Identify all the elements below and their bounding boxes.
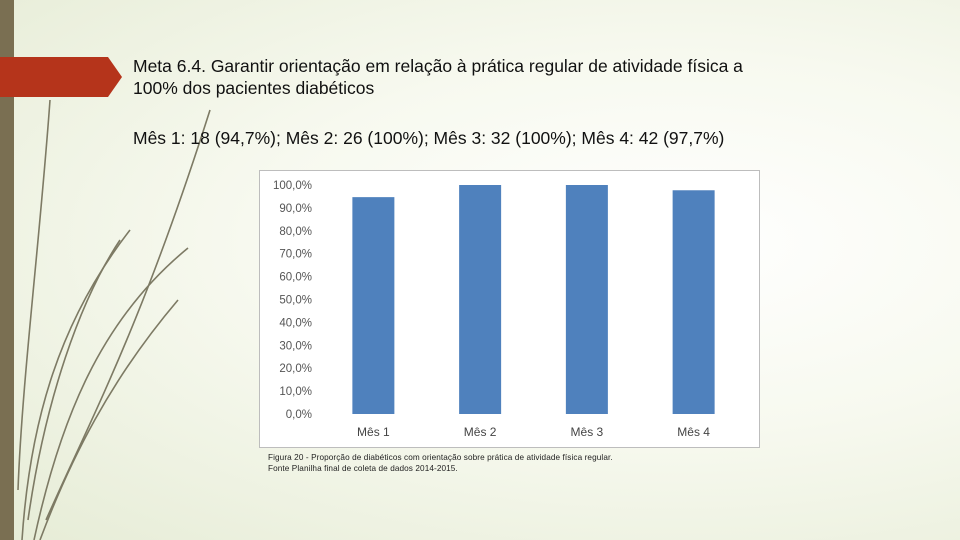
accent-arrow-tab bbox=[0, 57, 122, 97]
monthly-results-text: Mês 1: 18 (94,7%); Mês 2: 26 (100%); Mês… bbox=[133, 128, 725, 148]
y-tick-label: 0,0% bbox=[286, 409, 312, 421]
bar-1 bbox=[352, 197, 395, 414]
left-sidebar-stripe bbox=[0, 0, 14, 540]
bar-chart: 0,0% 10,0% 20,0% 30,0% 40,0% 50,0% 60,0% 70,0% 8… bbox=[259, 170, 760, 448]
y-tick-label: 40,0% bbox=[279, 317, 312, 329]
y-tick-label: 30,0% bbox=[279, 340, 312, 352]
caption-line-1: Figura 20 - Proporção de diabéticos com … bbox=[268, 453, 613, 462]
y-tick-label: 100,0% bbox=[273, 180, 312, 192]
y-tick-label: 80,0% bbox=[279, 226, 312, 238]
bar-4 bbox=[672, 190, 715, 414]
x-category-label: Mês 1 bbox=[357, 425, 390, 439]
slide-title-line-2: 100% dos pacientes diabéticos bbox=[133, 78, 375, 98]
y-tick-label: 20,0% bbox=[279, 363, 312, 375]
y-tick-label: 70,0% bbox=[279, 249, 312, 261]
y-tick-label: 60,0% bbox=[279, 272, 312, 284]
y-tick-label: 10,0% bbox=[279, 386, 312, 398]
decorative-lines bbox=[17, 99, 211, 540]
bar-chart-plot: 0,0% 10,0% 20,0% 30,0% 40,0% 50,0% 60,0% 70,0% 8… bbox=[273, 180, 715, 439]
figure-caption: Figura 20 - Proporção de diabéticos com … bbox=[268, 452, 788, 474]
bar-2 bbox=[459, 185, 502, 414]
slide-title-line-1: Meta 6.4. Garantir orientação em relação… bbox=[133, 56, 743, 76]
caption-line-2: Fonte Planilha final de coleta de dados … bbox=[268, 464, 458, 473]
x-category-label: Mês 3 bbox=[571, 425, 604, 439]
y-tick-label: 50,0% bbox=[279, 295, 312, 307]
x-category-label: Mês 4 bbox=[677, 425, 710, 439]
slide-title: Meta 6.4. Garantir orientação em relação… bbox=[133, 55, 923, 99]
bar-3 bbox=[565, 185, 608, 414]
x-category-label: Mês 2 bbox=[464, 425, 497, 439]
y-tick-label: 90,0% bbox=[279, 203, 312, 215]
